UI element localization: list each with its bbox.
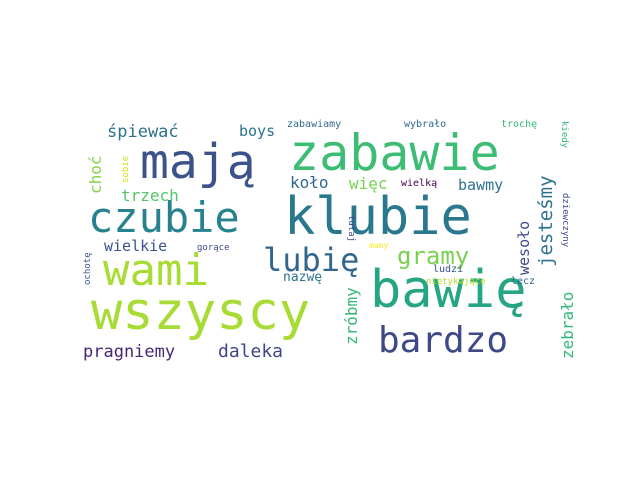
word-wielka: wielką — [401, 178, 437, 189]
word-troche: trochę — [501, 119, 537, 130]
word-zebralo: zebrało — [558, 292, 577, 359]
word-jestesmy: jesteśmy — [535, 175, 557, 267]
word-pragniemy: pragniemy — [83, 342, 175, 362]
word-mamy: mamy — [369, 241, 388, 250]
word-zabawie: zabawie — [289, 124, 500, 182]
word-zabawiamy: zabawiamy — [287, 119, 341, 130]
word-ludzi: ludzi — [433, 264, 463, 275]
word-nietykajace: nietykające — [426, 277, 486, 287]
word-nazwe: nazwę — [283, 270, 322, 285]
word-sobie: sobie — [121, 156, 131, 183]
word-kolo: koło — [290, 173, 329, 192]
word-ochote: ochotę — [83, 252, 93, 285]
word-lubie: lubię — [263, 241, 359, 279]
word-bawmy: bawmy — [458, 176, 503, 194]
word-dziewczyny: dziewczyny — [560, 193, 570, 248]
word-maja: mają — [140, 134, 256, 190]
word-wszyscy: wszyscy — [91, 282, 310, 342]
word-klubie: klubie — [284, 187, 472, 247]
word-gorace: gorące — [197, 243, 230, 253]
word-kiedy: kiedy — [559, 121, 569, 149]
word-tutaj: tutaj — [346, 215, 356, 242]
word-spiewac: śpiewać — [107, 122, 179, 142]
word-wielkie: wielkie — [104, 237, 167, 255]
word-czubie: czubie — [88, 193, 240, 242]
word-wybralo: wybrało — [404, 119, 446, 130]
word-trzech: trzech — [121, 186, 179, 205]
word-bawie: bawię — [370, 260, 527, 320]
word-boys: boys — [239, 122, 275, 140]
word-gramy: gramy — [397, 242, 469, 270]
word-wami: wami — [103, 245, 209, 296]
word-choc: choć — [86, 155, 105, 194]
word-wiec: więc — [349, 174, 388, 193]
word-wesolo: wesoło — [515, 221, 533, 275]
word-zrobmy: zróbmy — [342, 287, 361, 345]
word-daleka: daleka — [218, 341, 283, 362]
word-bardzo: bardzo — [378, 320, 508, 361]
word-lecz: lecz — [511, 276, 535, 287]
